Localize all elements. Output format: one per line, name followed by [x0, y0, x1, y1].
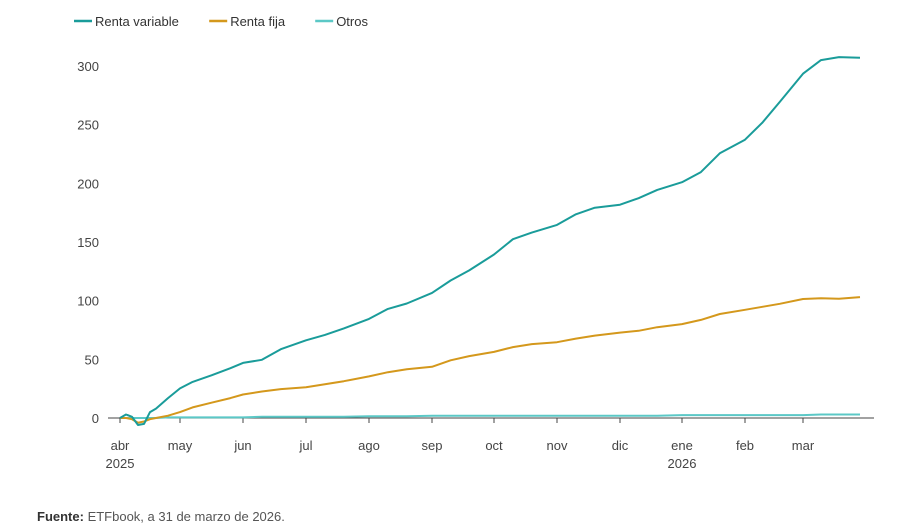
- y-tick-label: 50: [85, 352, 99, 367]
- y-tick-label: 150: [77, 235, 99, 250]
- series-line-2: [120, 413, 860, 419]
- chart-legend: Renta variable Renta fija Otros: [74, 14, 368, 29]
- y-axis: 0 50 100 150 200 250 300: [77, 59, 99, 426]
- x-tick-label: jun: [233, 438, 251, 453]
- x-tick-label: jul: [298, 438, 312, 453]
- legend-label-1: Renta fija: [230, 14, 286, 29]
- y-tick-label: 300: [77, 59, 99, 74]
- x-tick-label: feb: [736, 438, 754, 453]
- x-tick-label: may: [168, 438, 193, 453]
- source-label: Fuente:: [37, 509, 84, 524]
- x-tick-label: dic: [612, 438, 629, 453]
- legend-label-2: Otros: [336, 14, 368, 29]
- x-tick-year: 2026: [668, 456, 697, 471]
- x-tick-label: ago: [358, 438, 380, 453]
- y-tick-label: 100: [77, 294, 99, 309]
- y-tick-label: 200: [77, 176, 99, 191]
- x-tick-label: nov: [547, 438, 568, 453]
- x-tick-year: 2025: [106, 456, 135, 471]
- x-tick-label: ene: [671, 438, 693, 453]
- source-note: Fuente: ETFbook, a 31 de marzo de 2026.: [37, 509, 285, 524]
- legend-label-0: Renta variable: [95, 14, 179, 29]
- x-tick-label: mar: [792, 438, 815, 453]
- x-tick-label: sep: [422, 438, 443, 453]
- y-tick-label: 250: [77, 118, 99, 133]
- y-tick-label: 0: [92, 411, 99, 426]
- series-lines: [119, 56, 861, 426]
- source-text: ETFbook, a 31 de marzo de 2026.: [83, 509, 285, 524]
- x-axis: abr 2025 may jun jul ago sep oct nov dic ene 2026 fe…: [106, 417, 874, 471]
- series-line-0: [119, 56, 861, 426]
- x-tick-label: oct: [485, 438, 503, 453]
- series-line-1: [120, 296, 861, 424]
- x-tick-label: abr: [111, 438, 130, 453]
